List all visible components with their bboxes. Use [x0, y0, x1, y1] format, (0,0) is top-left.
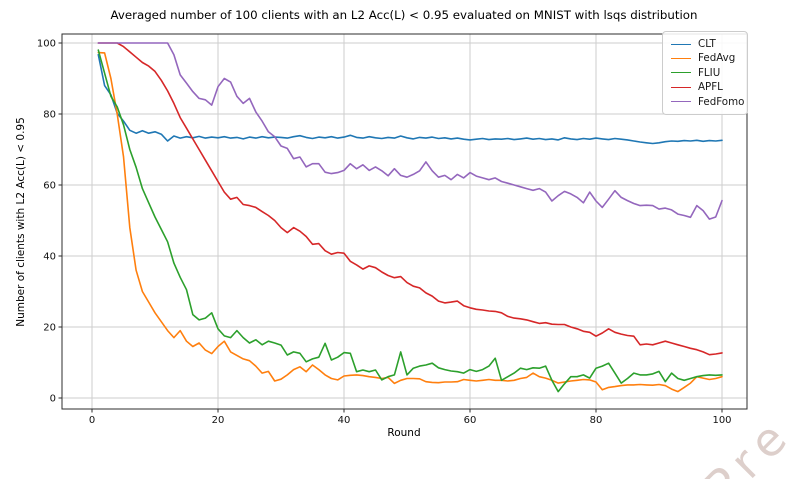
- y-tick-label: 20: [43, 323, 56, 334]
- legend: CLT FedAvg FLIU APFL FedFomo: [662, 31, 748, 115]
- axis-ticks: [58, 42, 723, 413]
- legend-item-fliu: FLIU: [671, 66, 747, 80]
- legend-item-fedavg: FedAvg: [671, 51, 747, 65]
- legend-line-swatch: [671, 43, 691, 45]
- y-tick-label: 40: [43, 252, 56, 263]
- x-tick-label: 100: [712, 415, 731, 426]
- series-line-fedfomo: [97, 42, 723, 220]
- y-tick-label: 0: [50, 394, 56, 405]
- series-lines: [97, 42, 723, 393]
- x-tick-label: 0: [89, 415, 95, 426]
- y-tick-label: 80: [43, 110, 56, 121]
- series-line-fedavg: [97, 51, 723, 393]
- y-tick-label: 60: [43, 181, 56, 192]
- x-tick-label: 20: [212, 415, 225, 426]
- x-tick-label: 60: [464, 415, 477, 426]
- series-line-apfl: [97, 42, 723, 356]
- series-line-fliu: [97, 49, 723, 393]
- x-axis-label: Round: [387, 427, 421, 439]
- gridlines: [62, 34, 747, 409]
- legend-item-apfl: APFL: [671, 80, 747, 94]
- legend-item-fedfomo: FedFomo: [671, 95, 747, 109]
- legend-item-clt: CLT: [671, 37, 747, 51]
- x-tick-label: 80: [590, 415, 603, 426]
- legend-line-swatch: [671, 58, 691, 60]
- plot-frame: [61, 33, 748, 410]
- legend-label: FLIU: [698, 66, 721, 79]
- y-axis-label: Number of clients with L2 Acc(L) < 0.95: [15, 117, 27, 327]
- legend-label: CLT: [698, 38, 716, 51]
- legend-line-swatch: [671, 86, 691, 88]
- series-line-clt: [97, 53, 723, 145]
- legend-label: FedAvg: [698, 52, 736, 65]
- legend-label: FedFomo: [698, 95, 745, 108]
- legend-line-swatch: [671, 101, 691, 103]
- y-tick-label: 100: [37, 39, 56, 50]
- axis-tick-labels: 0 20 40 60 80 100 0 20 40 60 80 100: [37, 39, 732, 427]
- chart-title: Averaged number of 100 clients with an L…: [110, 8, 698, 22]
- legend-label: APFL: [698, 81, 723, 94]
- legend-line-swatch: [671, 72, 691, 74]
- x-tick-label: 40: [338, 415, 351, 426]
